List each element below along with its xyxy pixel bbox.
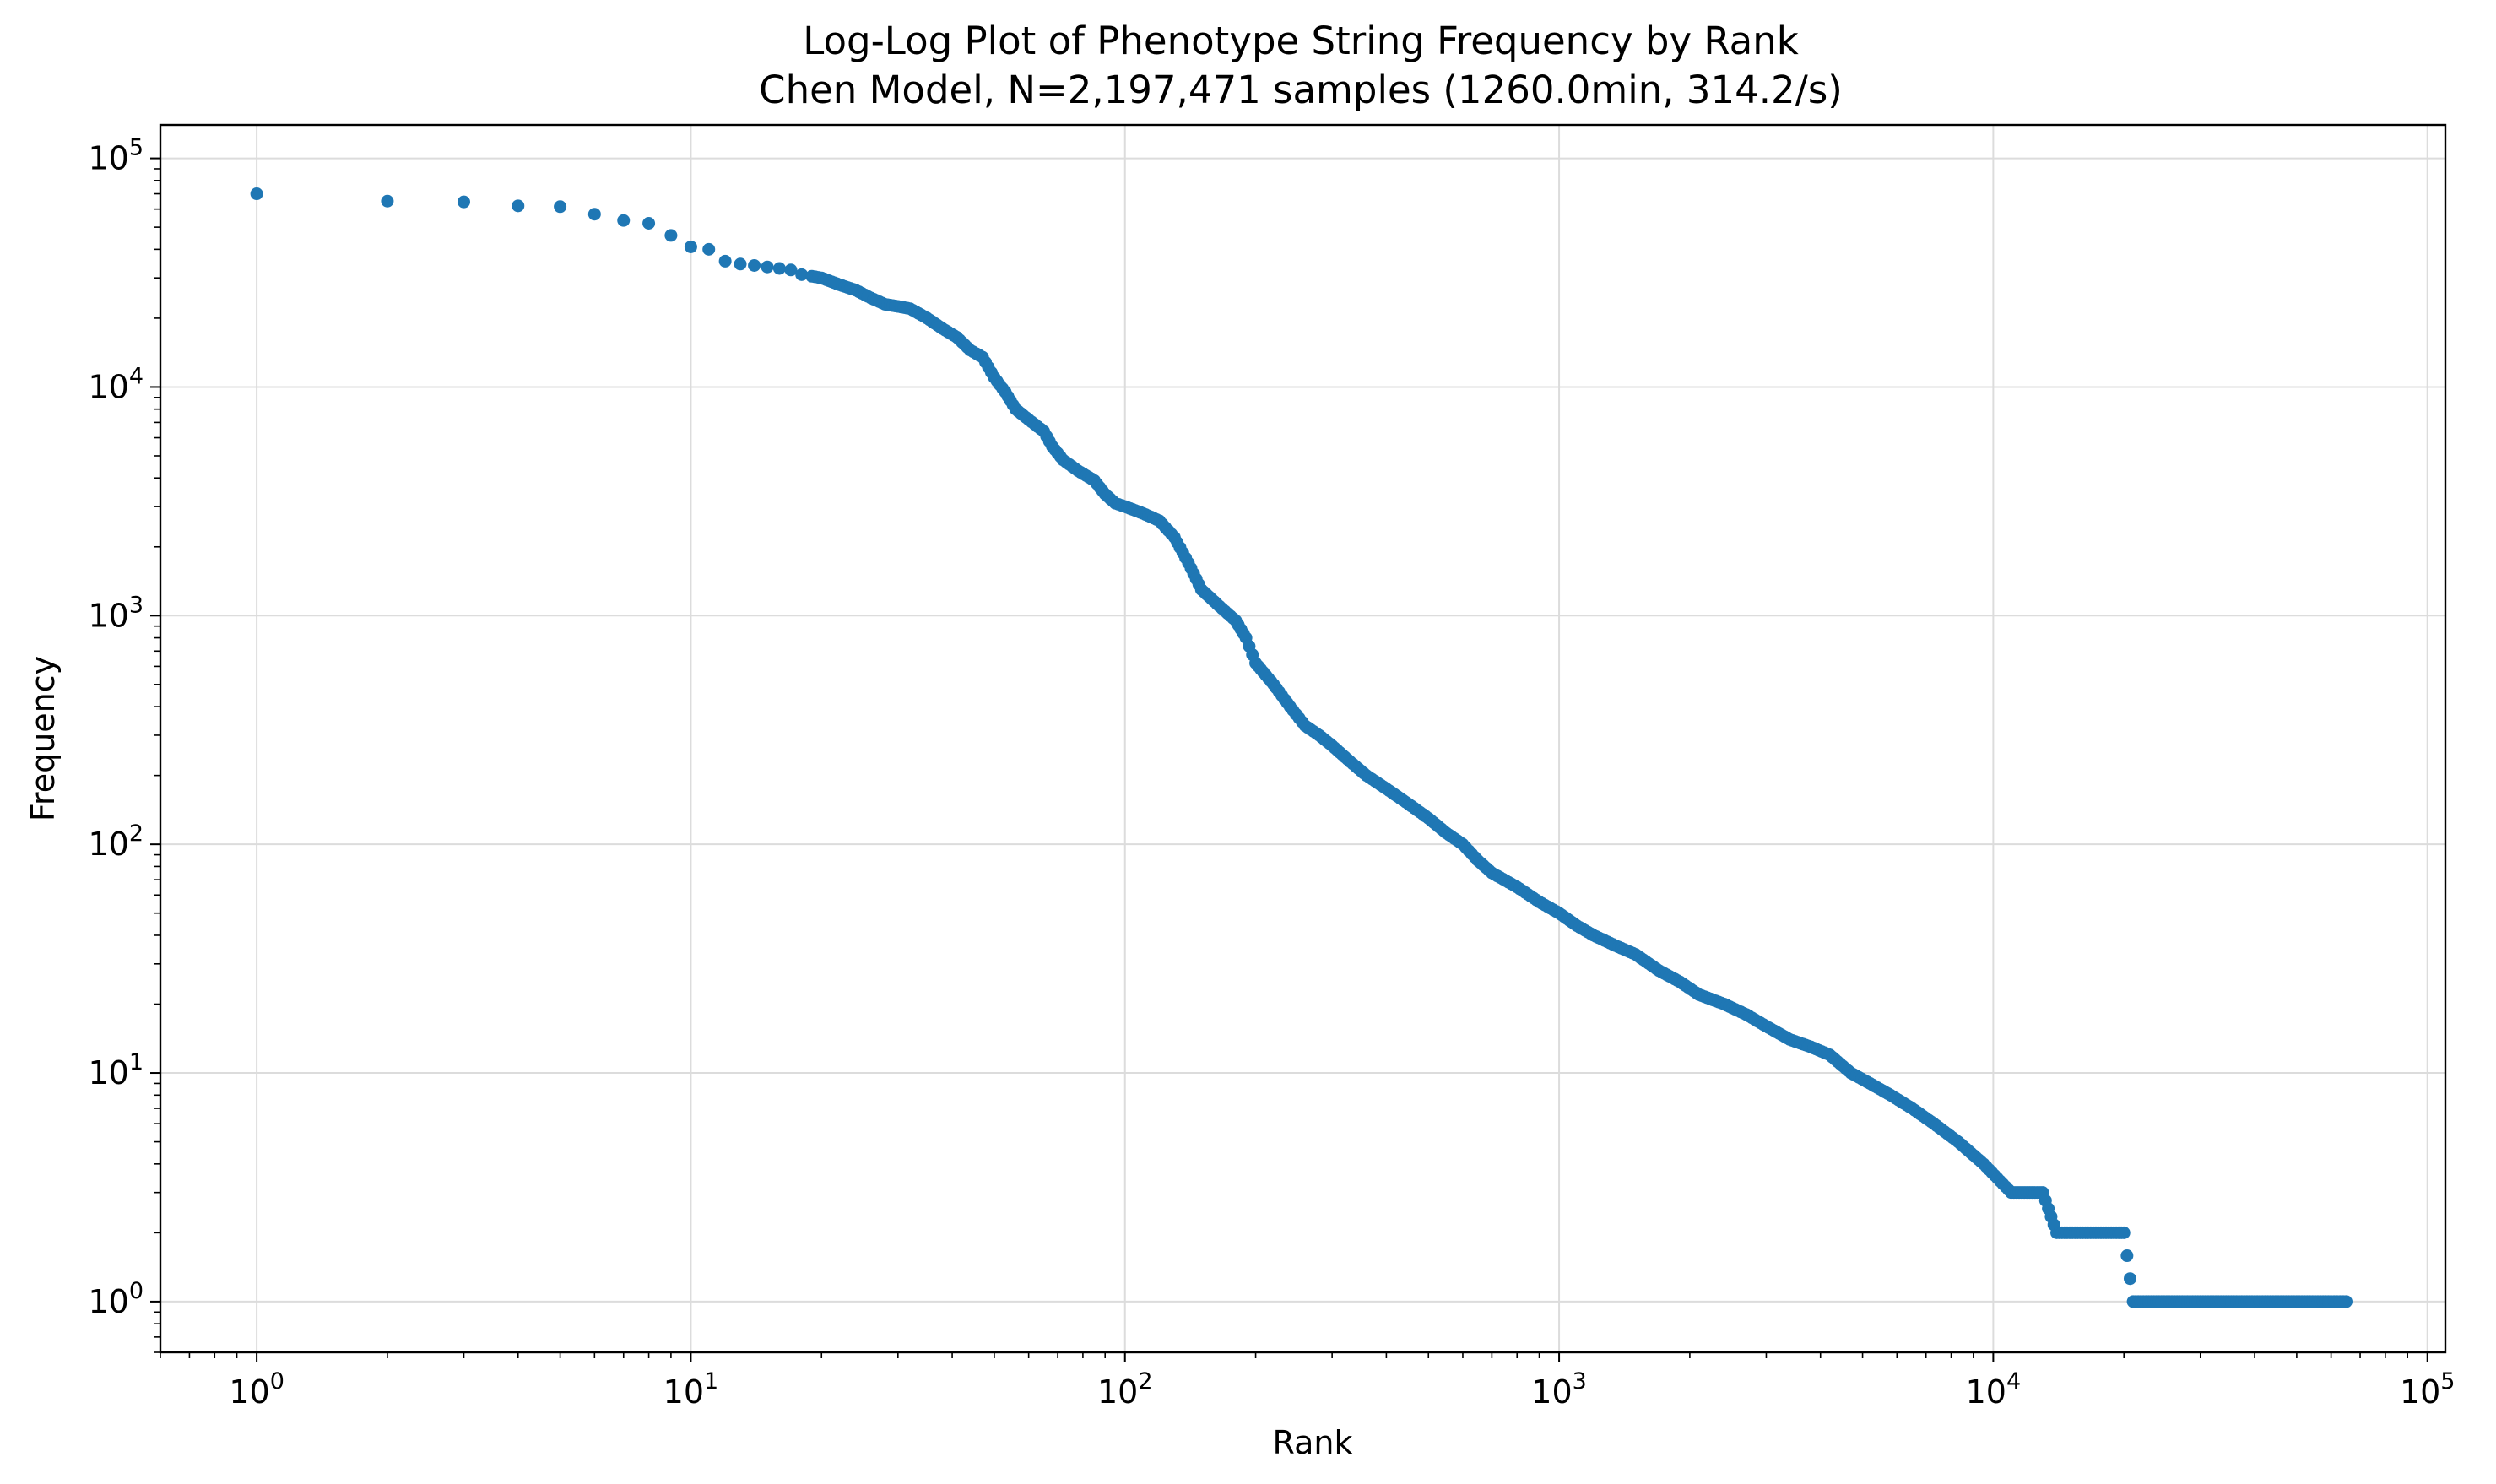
x-axis-ticks: 100 101 102 103 104 105 [160, 1352, 2455, 1411]
y-axis-ticks: 100 101 102 103 104 105 [88, 135, 160, 1353]
data-point [684, 240, 697, 253]
x-axis-label: Rank [1273, 1424, 1353, 1461]
x-tick-label: 102 [1097, 1368, 1153, 1411]
data-point [554, 200, 567, 214]
data-point [1246, 648, 1259, 662]
chart-subtitle: Chen Model, N=2,197,471 samples (1260.0m… [759, 68, 1843, 112]
data-point [2336, 1295, 2350, 1308]
y-tick-label: 104 [88, 363, 143, 405]
data-point [772, 262, 786, 275]
data-point [2123, 1272, 2136, 1286]
chart-titles: Log-Log Plot of Phenotype String Frequen… [759, 19, 1843, 112]
data-point [795, 268, 809, 281]
data-point [734, 257, 747, 271]
grid-lines [160, 125, 2445, 1352]
plot-area-frame [159, 123, 2447, 1354]
data-point [2114, 1226, 2128, 1239]
x-tick-label: 104 [1966, 1368, 2022, 1411]
x-tick-label: 100 [229, 1368, 284, 1411]
data-point [642, 217, 656, 230]
x-tick-label: 101 [663, 1368, 719, 1411]
data-point [250, 187, 263, 201]
data-point [512, 199, 525, 213]
data-point [1237, 627, 1250, 641]
data-point [381, 194, 394, 208]
chart-title: Log-Log Plot of Phenotype String Frequen… [803, 19, 1799, 63]
data-point [784, 263, 798, 277]
data-point [664, 229, 678, 242]
data-point [457, 195, 470, 209]
data-point [748, 258, 761, 272]
y-axis-label: Frequency [24, 656, 62, 821]
data-point [1179, 551, 1193, 565]
x-tick-label: 103 [1531, 1368, 1587, 1411]
y-tick-label: 103 [88, 592, 143, 634]
y-tick-label: 102 [88, 821, 143, 863]
data-point [2120, 1249, 2134, 1263]
data-point [617, 214, 631, 227]
x-tick-label: 105 [2400, 1368, 2455, 1411]
y-tick-label: 101 [88, 1049, 143, 1091]
data-points [250, 187, 2353, 1308]
data-point [702, 242, 716, 256]
data-point [718, 254, 732, 268]
data-point [761, 260, 774, 274]
y-tick-label: 100 [88, 1278, 143, 1320]
y-tick-label: 105 [88, 135, 143, 177]
data-point [587, 208, 601, 221]
